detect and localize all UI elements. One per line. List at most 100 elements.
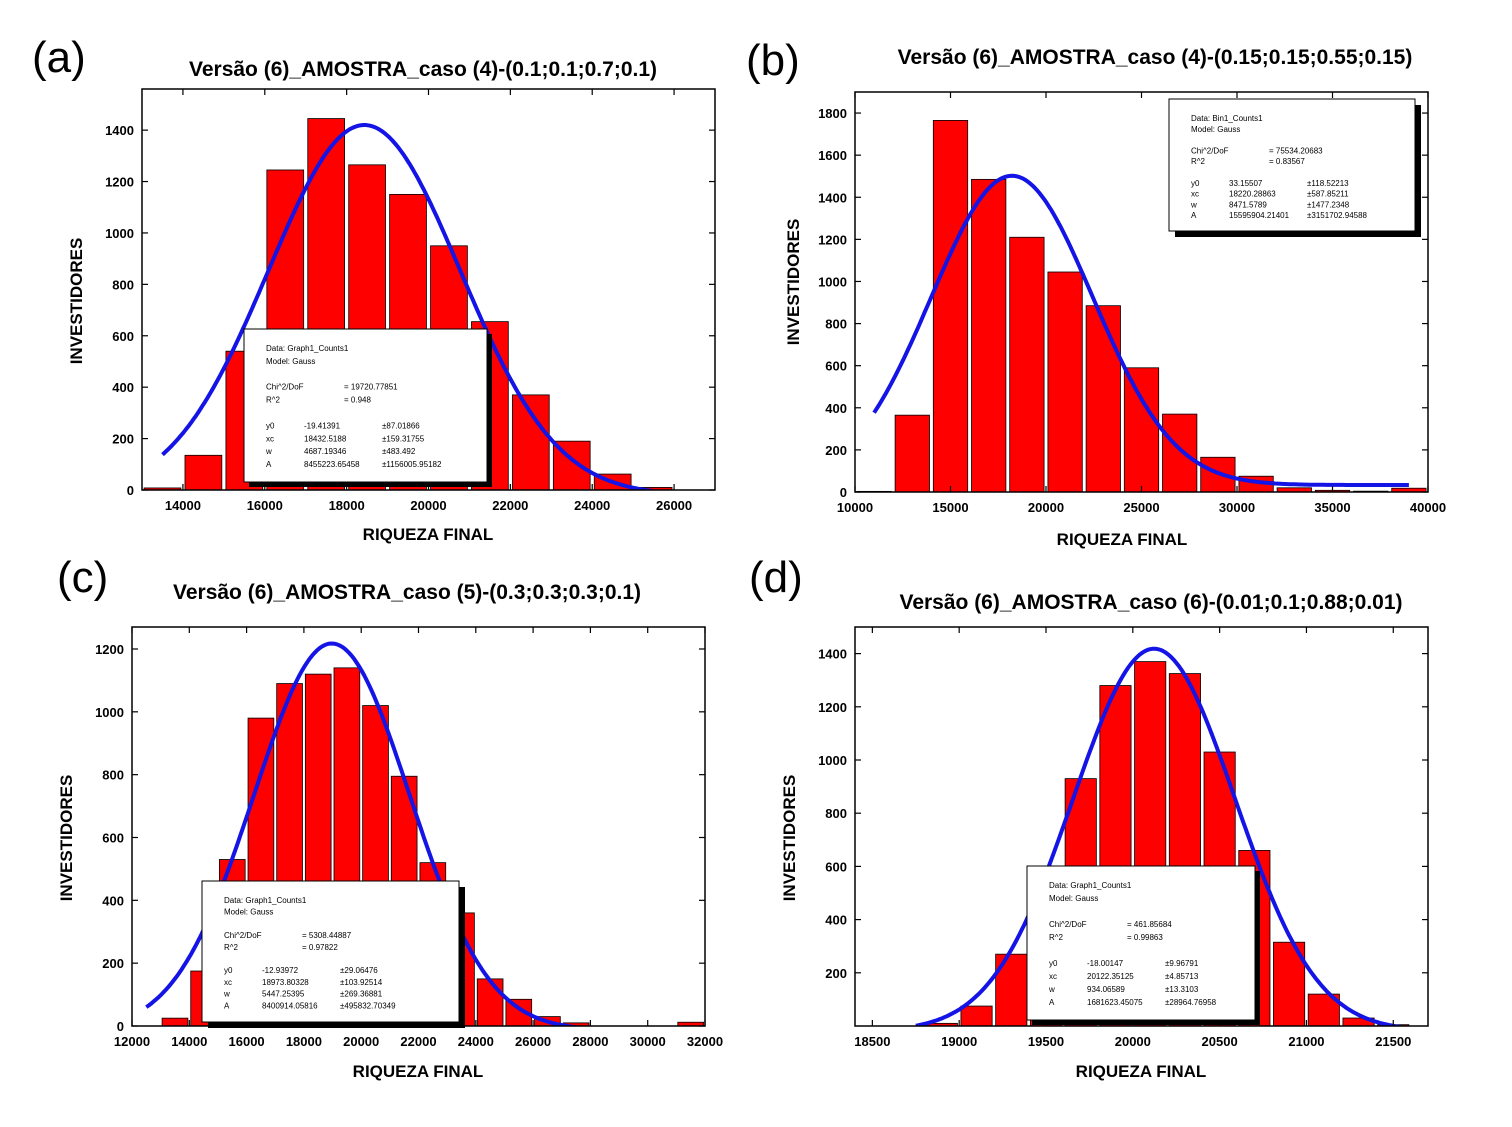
fit-results-box: Data: Graph1_Counts1 Model: Gauss Chi^2/Do… xyxy=(201,880,465,1028)
fit-results-box: Data: Graph1_Counts1 Model: Gauss Chi^2/Do… xyxy=(243,328,492,487)
fit-box-text: = 0.99863 xyxy=(1127,933,1163,942)
fit-results-box: Data: Bin1_Counts1 Model: Gauss Chi^2/DoF =… xyxy=(1168,98,1421,237)
fit-box-panel xyxy=(1168,98,1416,232)
x-tick-label: 22000 xyxy=(492,498,528,513)
y-tick-label: 1000 xyxy=(95,705,124,720)
x-axis-label: RIQUEZA FINAL xyxy=(1057,530,1188,549)
y-tick-label: 1400 xyxy=(818,190,847,205)
fit-box-text: Model: Gauss xyxy=(1191,125,1240,134)
fit-box-text: ±269.36881 xyxy=(340,990,383,999)
fit-box-text: A xyxy=(224,1001,230,1010)
histogram-bar xyxy=(184,454,223,490)
x-tick-label: 16000 xyxy=(247,498,283,513)
fit-box-text: ±103.92514 xyxy=(340,978,383,987)
fit-box-text: 18432.5188 xyxy=(304,434,347,443)
y-tick-label: 0 xyxy=(127,483,134,498)
y-tick-label: 400 xyxy=(825,913,847,928)
histogram-bar xyxy=(894,414,930,492)
fit-box-text: 8455223.65458 xyxy=(304,460,360,469)
fit-box-text: -12.93972 xyxy=(262,966,299,975)
x-tick-label: 20000 xyxy=(1115,1034,1151,1049)
fit-box-panel xyxy=(1026,865,1256,1021)
fit-box-text: R^2 xyxy=(1049,933,1064,942)
y-tick-label: 600 xyxy=(112,329,134,344)
chart-title: Versão (6)_AMOSTRA_caso (5)-(0.3;0.3;0.3… xyxy=(173,581,641,604)
histogram-bar xyxy=(1162,413,1198,492)
x-tick-label: 21500 xyxy=(1375,1034,1411,1049)
x-tick-label: 14000 xyxy=(171,1034,207,1049)
fit-box-text: y0 xyxy=(1049,959,1058,968)
fit-box-text: w xyxy=(223,990,230,999)
x-tick-label: 20500 xyxy=(1202,1034,1238,1049)
x-tick-label: 26000 xyxy=(656,498,692,513)
fit-box-text: w xyxy=(1048,985,1055,994)
gauss-fit-curve xyxy=(872,173,1409,487)
x-tick-label: 18000 xyxy=(286,1034,322,1049)
fit-box-text: 20122.35125 xyxy=(1087,972,1134,981)
gauss-fit-curve xyxy=(915,646,1403,1026)
histogram-bar xyxy=(161,1017,189,1026)
y-tick-label: 1200 xyxy=(105,175,134,190)
fit-box-text: = 19720.77851 xyxy=(344,383,398,392)
fit-box-text: y0 xyxy=(224,966,233,975)
fit-box-text: ±4.85713 xyxy=(1165,972,1199,981)
y-tick-label: 600 xyxy=(825,359,847,374)
x-tick-label: 19000 xyxy=(941,1034,977,1049)
fit-box-text: 15595904.21401 xyxy=(1229,211,1290,220)
fit-box-text: ±87.01866 xyxy=(382,421,420,430)
fit-box-text: R^2 xyxy=(224,943,239,952)
y-axis-label: INVESTIDORES xyxy=(780,775,799,902)
y-tick-label: 0 xyxy=(117,1019,124,1034)
x-tick-label: 20000 xyxy=(1028,500,1064,515)
fit-box-text: ±13.3103 xyxy=(1165,985,1199,994)
x-tick-label: 10000 xyxy=(837,500,873,515)
fit-box-text: -18.00147 xyxy=(1087,959,1124,968)
fit-box-text: ±587.85211 xyxy=(1307,190,1349,199)
fit-box-text: ±28964.76958 xyxy=(1165,998,1217,1007)
y-tick-label: 200 xyxy=(112,432,134,447)
plot-frame xyxy=(854,626,1429,1027)
x-tick-label: 16000 xyxy=(229,1034,265,1049)
fit-box-text: A xyxy=(266,460,272,469)
fit-box-text: = 461.85684 xyxy=(1127,920,1172,929)
histogram-bar xyxy=(971,178,1007,492)
histogram-bar xyxy=(143,487,182,490)
y-tick-label: 200 xyxy=(825,443,847,458)
y-tick-label: 1200 xyxy=(95,642,124,657)
fit-box-text: ±1156005.95182 xyxy=(382,460,442,469)
panel-letter: (a) xyxy=(32,33,86,82)
x-tick-label: 24000 xyxy=(458,1034,494,1049)
fit-box-text: ±483.492 xyxy=(382,447,416,456)
y-tick-label: 800 xyxy=(102,768,124,783)
fit-box-text: Data: Graph1_Counts1 xyxy=(1049,881,1132,890)
fit-box-text: Chi^2/DoF xyxy=(224,931,262,940)
y-tick-label: 1200 xyxy=(818,232,847,247)
panel-letter: (b) xyxy=(746,36,800,85)
fit-box-text: Data: Graph1_Counts1 xyxy=(224,896,307,905)
x-tick-label: 19500 xyxy=(1028,1034,1064,1049)
chart-title: Versão (6)_AMOSTRA_caso (6)-(0.01;0.1;0.… xyxy=(899,591,1402,614)
y-axis-label: INVESTIDORES xyxy=(784,219,803,346)
fit-box-text: Chi^2/DoF xyxy=(266,383,304,392)
fit-box-text: ±3151702.94588 xyxy=(1307,211,1368,220)
fit-box-text: xc xyxy=(1191,190,1199,199)
fit-box-text: Data: Graph1_Counts1 xyxy=(266,344,349,353)
chart-panel-a: (a) Versão (6)_AMOSTRA_caso (4)-(0.1;0.1;… xyxy=(32,33,716,544)
panel-letter: (c) xyxy=(57,553,108,602)
fit-box-panel xyxy=(243,328,488,483)
x-tick-label: 35000 xyxy=(1314,500,1350,515)
fit-box-text: Model: Gauss xyxy=(224,908,273,917)
fit-box-text: Chi^2/DoF xyxy=(1049,920,1087,929)
fit-box-text: Data: Bin1_Counts1 xyxy=(1191,114,1263,123)
fit-box-text: Model: Gauss xyxy=(1049,894,1098,903)
fit-box-text: Model: Gauss xyxy=(266,357,315,366)
fit-box-text: ±495832.70349 xyxy=(340,1001,396,1010)
fit-box-text: ±9.96791 xyxy=(1165,959,1199,968)
x-tick-label: 18500 xyxy=(854,1034,890,1049)
fit-box-text: = 0.83567 xyxy=(1269,157,1305,166)
fit-box-text: 18973.80328 xyxy=(262,978,309,987)
fit-box-text: A xyxy=(1049,998,1055,1007)
fit-box-text: Chi^2/DoF xyxy=(1191,146,1229,155)
y-tick-label: 200 xyxy=(102,956,124,971)
